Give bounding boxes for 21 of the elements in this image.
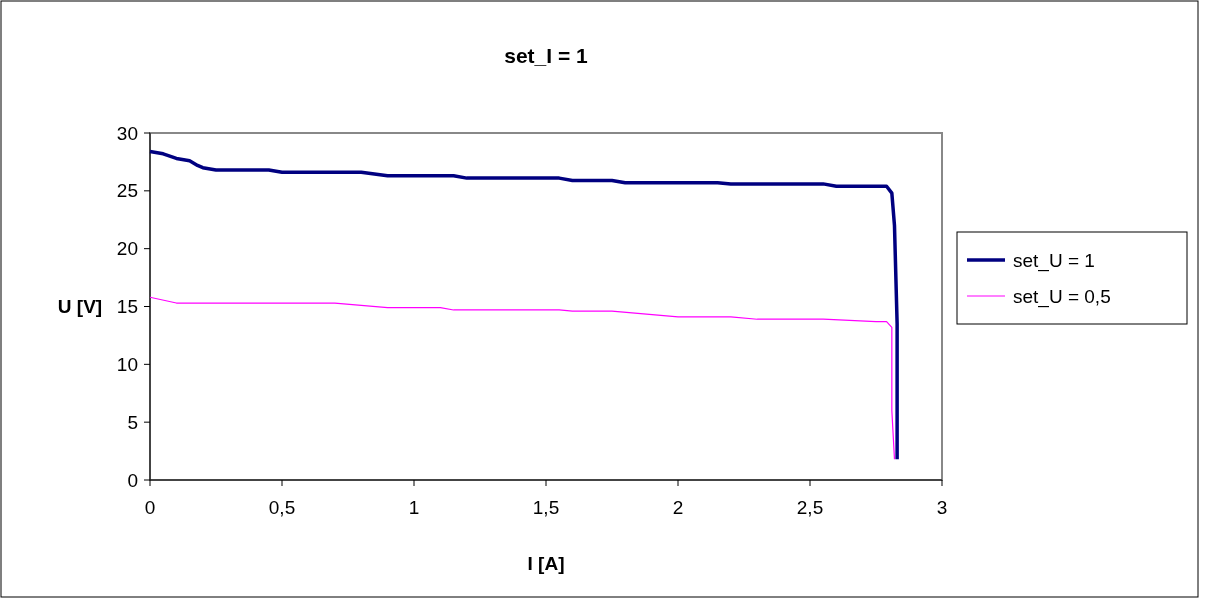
y-tick-label: 20 bbox=[116, 238, 138, 260]
x-tick-label: 1 bbox=[408, 497, 420, 518]
x-tick-label: 3 bbox=[936, 497, 948, 518]
x-axis-title: I [A] bbox=[527, 553, 565, 574]
y-tick-label: 15 bbox=[116, 296, 138, 318]
y-tick-label: 5 bbox=[127, 411, 138, 433]
legend-label: set_U = 0,5 bbox=[1013, 285, 1111, 308]
x-tick-label: 0,5 bbox=[268, 497, 296, 518]
line-series bbox=[148, 149, 899, 461]
y-tick-label: 25 bbox=[116, 180, 138, 202]
legend-label: set_U = 1 bbox=[1013, 249, 1095, 272]
line-series bbox=[149, 296, 896, 460]
chart-title: set_I = 1 bbox=[504, 44, 589, 67]
x-tick-label: 2 bbox=[672, 497, 684, 518]
y-tick-label: 10 bbox=[116, 353, 138, 375]
x-tick-label: 0 bbox=[144, 497, 156, 518]
x-tick-label: 2,5 bbox=[796, 497, 824, 518]
y-axis-title: U [V] bbox=[57, 296, 103, 318]
y-tick-label: 0 bbox=[127, 469, 138, 491]
y-tick-label: 30 bbox=[116, 122, 138, 144]
x-tick-label: 1,5 bbox=[532, 497, 560, 518]
